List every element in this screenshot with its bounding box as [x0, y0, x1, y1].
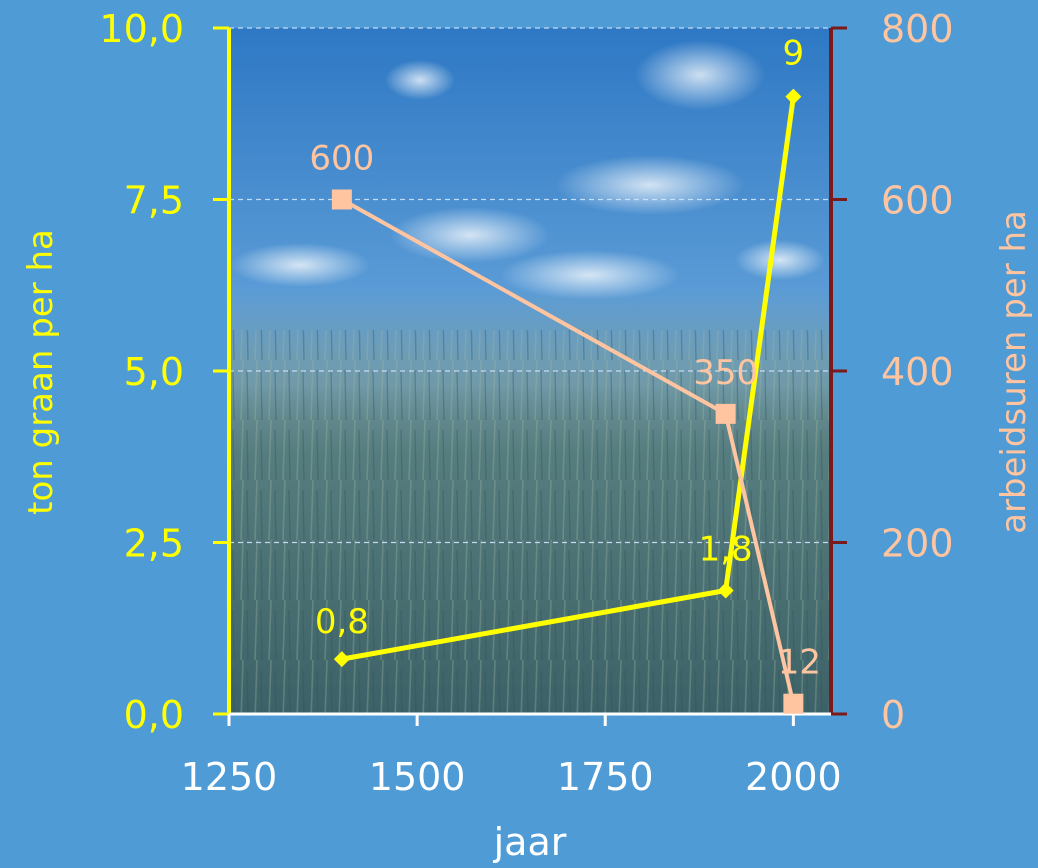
x-axis-tick-label: 1750	[557, 755, 654, 799]
x-axis-tick-label: 2000	[745, 755, 842, 799]
series	[331, 88, 804, 714]
left-axis-title: ton graan per ha	[21, 229, 61, 515]
left-axis-tick-label: 10,0	[99, 7, 184, 51]
right-axis-title: arbeidsuren per ha	[994, 210, 1034, 534]
right-axis-tick-label: 600	[881, 179, 954, 223]
data-point-diamond	[717, 582, 734, 599]
data-point-square	[331, 189, 352, 210]
data-point-square	[715, 403, 736, 424]
data-label: 12	[778, 643, 821, 683]
data-point-square	[783, 693, 804, 714]
left-axis-tick-label: 7,5	[124, 179, 184, 223]
data-label: 0,8	[315, 602, 369, 642]
data-point-diamond	[333, 651, 350, 668]
right-axis-tick-label: 800	[881, 7, 954, 51]
right-axis-tick-label: 0	[881, 693, 905, 737]
axes: 0,0 2,5 5,0 7,5 10,0 0 200 400 600 800 1250 1500 175…	[99, 7, 953, 799]
left-axis-tick-label: 5,0	[124, 350, 184, 394]
left-axis-tick-label: 2,5	[124, 522, 184, 566]
x-axis-tick-label: 1250	[181, 755, 278, 799]
data-label: 350	[693, 353, 758, 393]
x-axis-title: jaar	[493, 820, 567, 864]
data-labels: 0,8 1,8 9 600 350 12	[309, 34, 821, 683]
background-photo	[229, 28, 831, 714]
left-axis-tick-label: 0,0	[124, 693, 184, 737]
x-axis-tick-label: 1500	[369, 755, 466, 799]
data-point-diamond	[785, 88, 802, 105]
data-label: 9	[783, 34, 805, 74]
right-axis-tick-label: 200	[881, 522, 954, 566]
data-label: 600	[309, 139, 374, 179]
right-axis-tick-label: 400	[881, 350, 954, 394]
data-label: 1,8	[699, 530, 753, 570]
gridlines	[229, 27, 831, 544]
